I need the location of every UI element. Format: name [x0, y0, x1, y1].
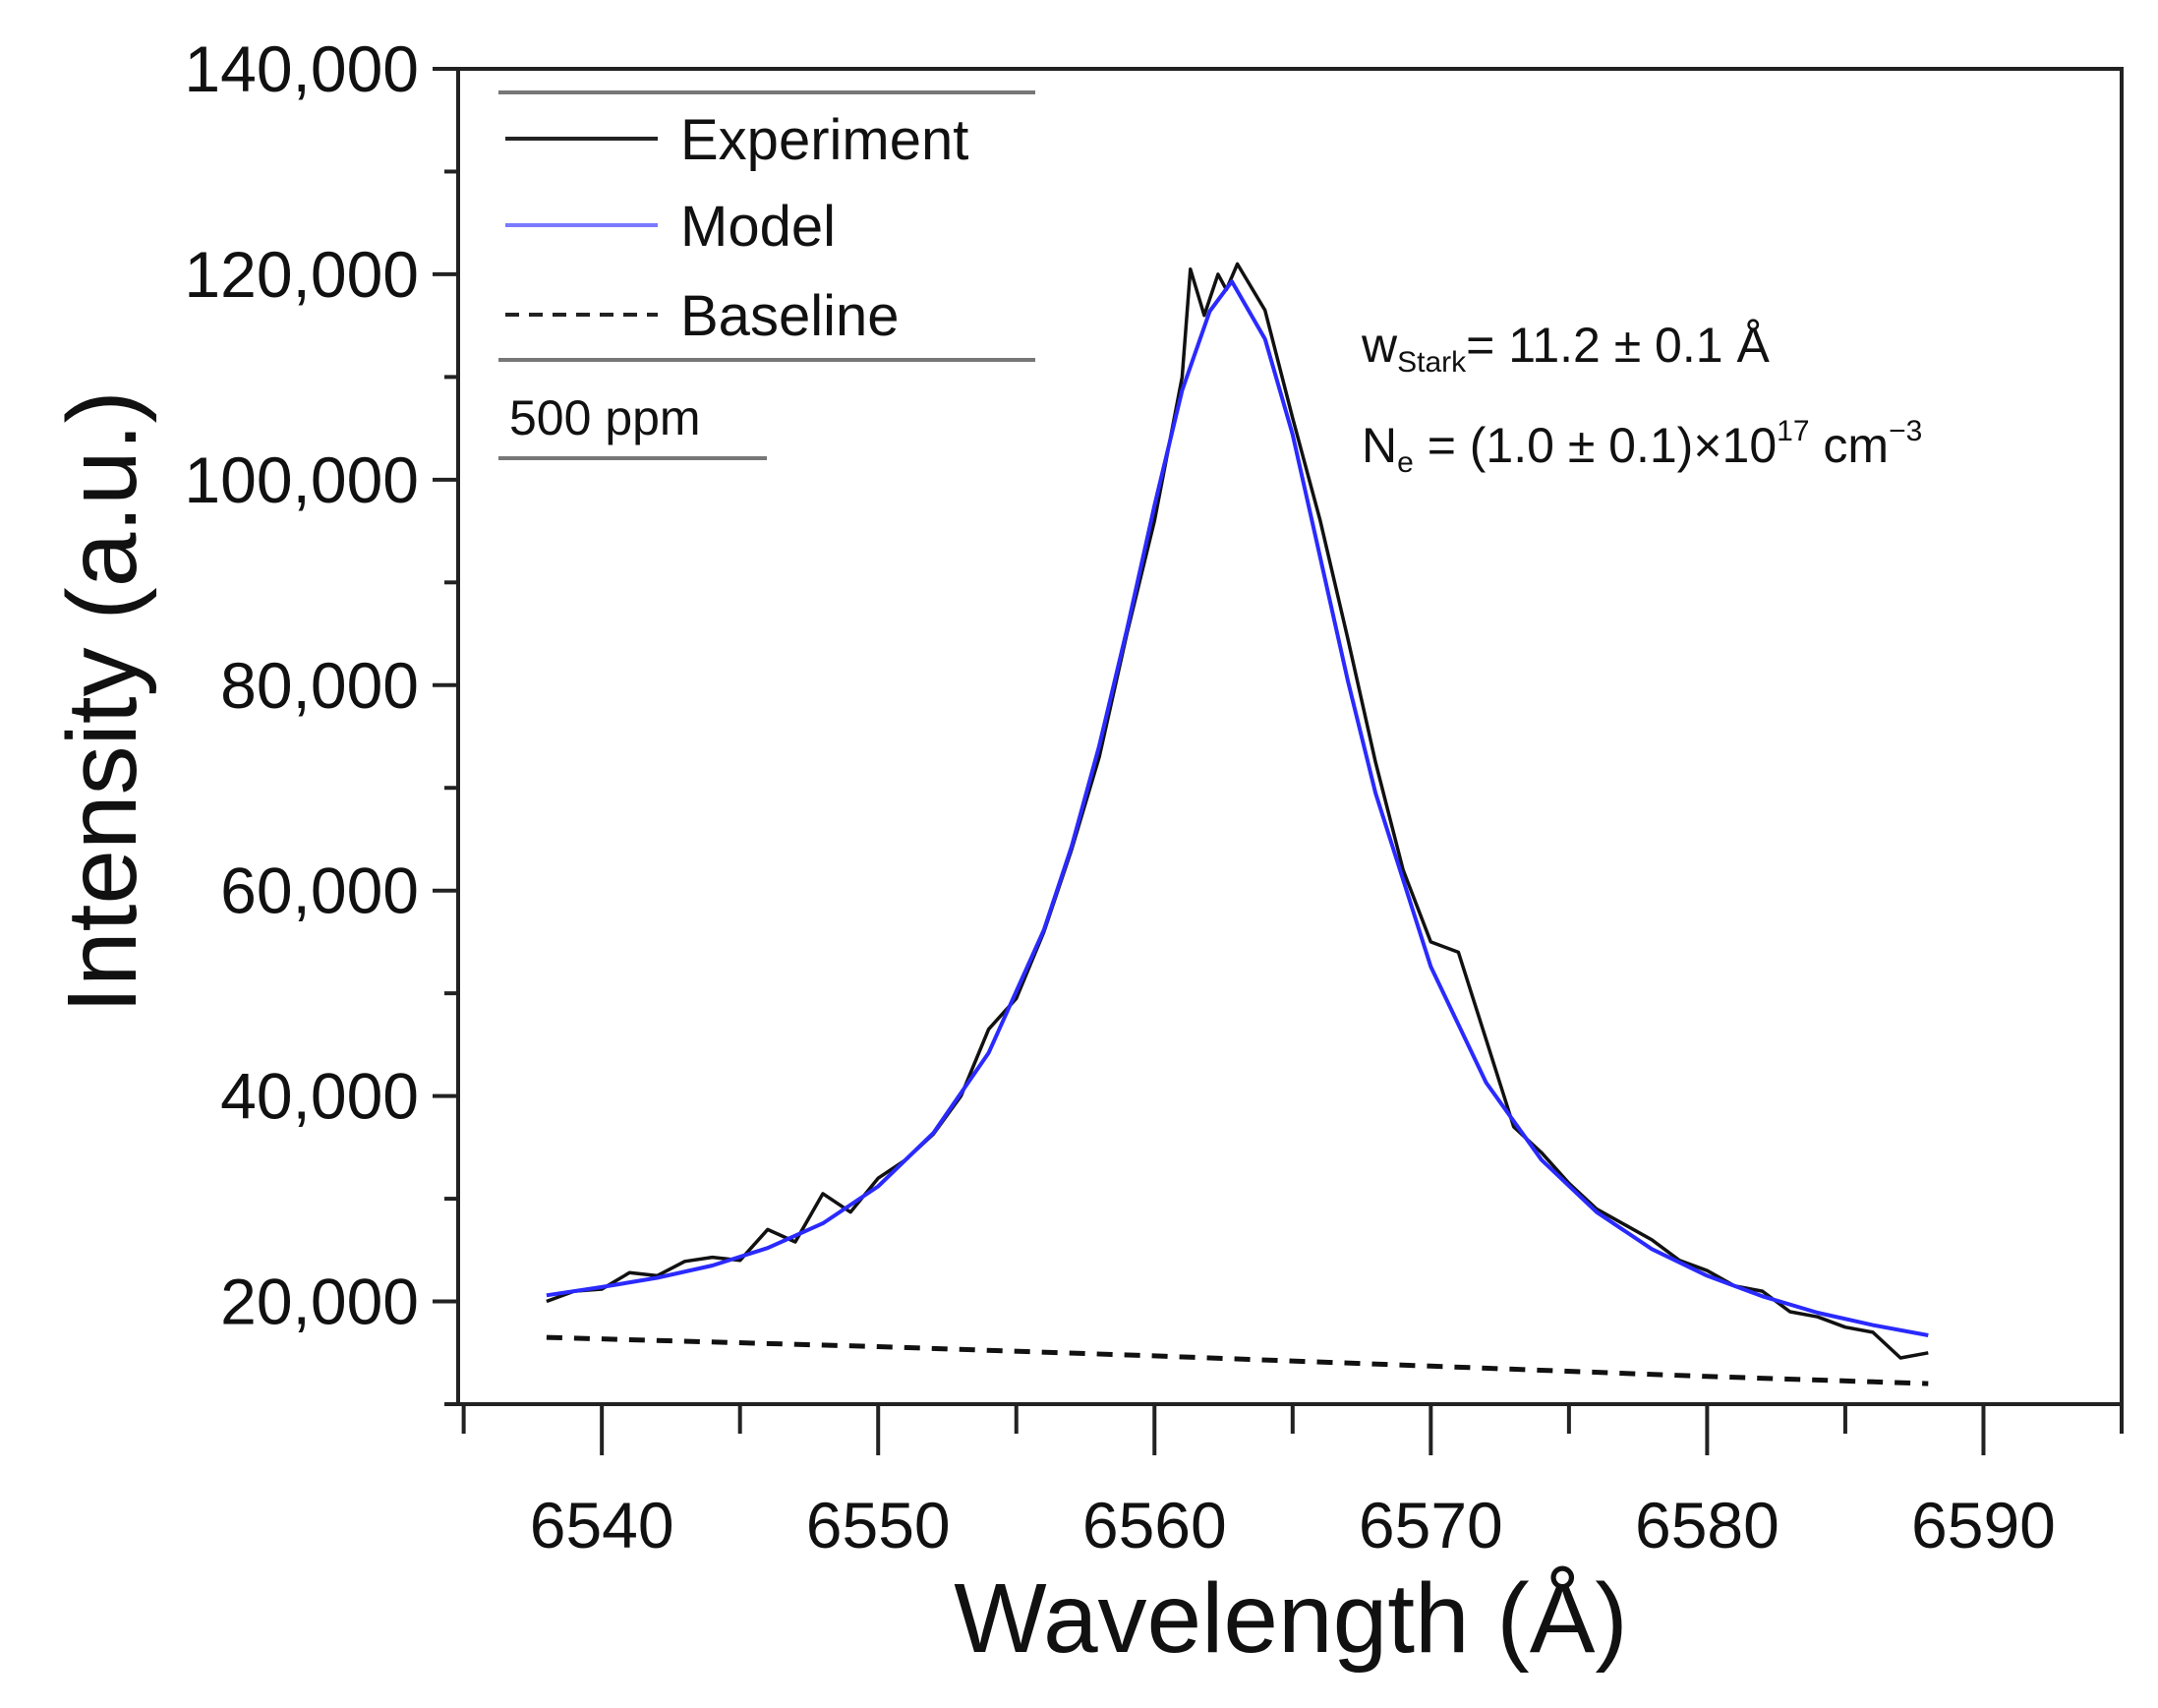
legend: Experiment Model Baseline 500 ppm: [498, 90, 1035, 460]
y-tick-label: 100,000: [184, 443, 419, 516]
y-axis-title: Intensity (a.u.): [47, 390, 157, 1014]
electron-density-annotation: Ne = (1.0 ± 0.1)×1017 cm−3: [1362, 415, 1922, 479]
legend-experiment-label: Experiment: [680, 108, 968, 172]
y-tick-label: 80,000: [220, 649, 419, 722]
legend-note: 500 ppm: [509, 390, 701, 445]
y-tick-label: 140,000: [184, 32, 419, 105]
series-baseline-line: [546, 1334, 1929, 1386]
axes: 6540 6550 6560 6570 6580 6590 20,000 40,000 60,0…: [184, 32, 2124, 1561]
x-tick-label: 6590: [1911, 1489, 2056, 1561]
plot-frame: [456, 67, 2124, 1406]
y-tick-label: 60,000: [220, 854, 419, 927]
x-axis-title: Wavelength (Å): [954, 1563, 1627, 1674]
x-tick-label: 6540: [530, 1489, 674, 1561]
y-tick-label: 40,000: [220, 1060, 419, 1133]
y-tick-label: 120,000: [184, 238, 419, 311]
stark-width-annotation: wStark= 11.2 ± 0.1 Å: [1361, 318, 1770, 379]
series-model-line: [546, 279, 1929, 1337]
x-tick-label: 6560: [1082, 1489, 1227, 1561]
x-tick-label: 6570: [1359, 1489, 1503, 1561]
plot-area: [546, 262, 1929, 1386]
x-tick-label: 6580: [1635, 1489, 1779, 1561]
legend-baseline-label: Baseline: [680, 284, 899, 348]
y-tick-label: 20,000: [220, 1266, 419, 1338]
x-tick-label: 6550: [806, 1489, 951, 1561]
legend-model-label: Model: [680, 195, 836, 259]
